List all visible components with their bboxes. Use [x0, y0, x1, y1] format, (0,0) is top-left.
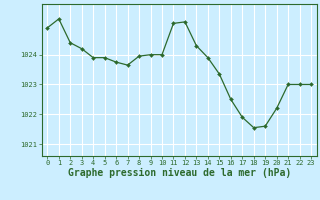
- X-axis label: Graphe pression niveau de la mer (hPa): Graphe pression niveau de la mer (hPa): [68, 168, 291, 178]
